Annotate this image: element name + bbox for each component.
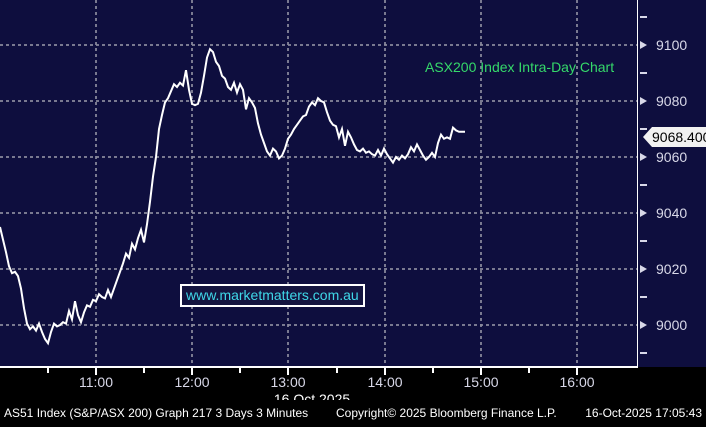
x-tick-mark [384, 368, 386, 375]
y-tick-label: 9020 [656, 261, 688, 277]
watermark-label: www.marketmatters.com.au [180, 284, 365, 307]
chart-title-annotation: ASX200 Index Intra-Day Chart [425, 59, 615, 75]
y-tick-minor [640, 240, 647, 242]
gridline-vertical [191, 0, 193, 367]
y-tick-minor [640, 72, 647, 74]
x-axis-line [0, 366, 638, 368]
y-tick-label: 9040 [656, 205, 688, 221]
status-timestamp: 16-Oct-2025 17:05:43 [585, 406, 702, 420]
x-tick-mark [480, 368, 482, 375]
gridline-vertical [384, 0, 386, 367]
x-tick-label: 16:00 [559, 374, 595, 390]
x-tick-minor [432, 368, 434, 373]
x-tick-label: 13:00 [270, 374, 306, 390]
y-tick-label: 9060 [656, 149, 688, 165]
y-tick-arrow-icon [640, 153, 647, 161]
y-tick-minor [640, 184, 647, 186]
y-tick-label: 9080 [656, 93, 688, 109]
status-security-description: AS51 Index (S&P/ASX 200) Graph 217 3 Day… [4, 406, 309, 420]
x-tick-minor [528, 368, 530, 373]
gridline-vertical [287, 0, 289, 367]
gridline-horizontal [0, 44, 638, 46]
gridline-vertical [576, 0, 578, 367]
x-tick-label: 11:00 [79, 374, 113, 390]
y-tick-label: 9000 [656, 317, 688, 333]
chart-plot-area[interactable]: ASX200 Index Intra-Day Chart www.marketm… [0, 0, 638, 367]
price-scale-panel[interactable] [638, 0, 706, 367]
gridline-horizontal [0, 212, 638, 214]
x-tick-mark [287, 368, 289, 375]
x-tick-minor [47, 368, 49, 373]
last-price-value: 9068.400 [652, 127, 706, 147]
y-tick-minor [640, 352, 647, 354]
y-tick-arrow-icon [640, 265, 647, 273]
price-flag-pointer-icon [643, 127, 652, 147]
gridline-horizontal [0, 268, 638, 270]
y-tick-arrow-icon [640, 41, 647, 49]
gridline-vertical [480, 0, 482, 367]
gridline-horizontal [0, 324, 638, 326]
y-tick-arrow-icon [640, 321, 647, 329]
price-line [0, 47, 465, 346]
x-tick-mark [95, 368, 97, 375]
last-price-flag: 9068.400 [643, 127, 706, 147]
y-tick-arrow-icon [640, 209, 647, 217]
x-tick-mark [576, 368, 578, 375]
y-tick-label: 9100 [656, 37, 688, 53]
status-bar: AS51 Index (S&P/ASX 200) Graph 217 3 Day… [0, 400, 706, 427]
x-tick-minor [336, 368, 338, 373]
gridline-horizontal [0, 156, 638, 158]
status-copyright: Copyright© 2025 Bloomberg Finance L.P. [336, 406, 557, 420]
gridline-vertical [95, 0, 97, 367]
price-line-series [0, 47, 465, 346]
gridline-horizontal [0, 100, 638, 102]
x-tick-mark [191, 368, 193, 375]
x-tick-minor [239, 368, 241, 373]
y-tick-minor [640, 16, 647, 18]
x-tick-minor [143, 368, 145, 373]
y-tick-minor [640, 296, 647, 298]
x-tick-label: 12:00 [174, 374, 210, 390]
y-tick-arrow-icon [640, 97, 647, 105]
x-tick-label: 15:00 [463, 374, 499, 390]
x-tick-label: 14:00 [367, 374, 403, 390]
